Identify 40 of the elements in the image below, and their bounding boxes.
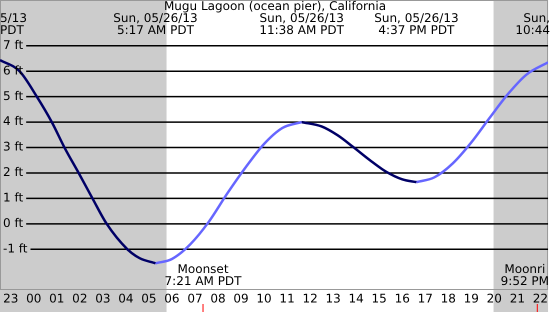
x-tick-label: 09 [233, 291, 249, 306]
x-tick-label: 12 [302, 291, 318, 306]
x-tick-label: 03 [95, 291, 110, 306]
chart-title: Mugu Lagoon (ocean pier), California [164, 0, 386, 14]
x-tick-label: 17 [418, 291, 433, 306]
x-tick-label: 14 [348, 291, 364, 306]
x-tick-label: 21 [510, 291, 525, 306]
x-tick-label: 07 [187, 291, 203, 306]
x-tick-label: 06 [164, 291, 180, 306]
annotation: Sun, 05/26/13 4:37 PM PDT [374, 11, 459, 38]
x-tick-label: 02 [72, 291, 88, 306]
ref-line-label: Moonri 9:52 PM [500, 262, 550, 288]
annotation: Sun, 05/26/13 11:38 AM PDT [259, 11, 345, 38]
y-tick-label: 0 ft [3, 216, 24, 230]
y-tick-label: 2 ft [3, 165, 24, 180]
x-tick-label: 01 [49, 291, 64, 306]
y-tick-label: -1 ft [3, 241, 28, 256]
x-tick-label: 13 [325, 291, 341, 306]
x-tick-label: 05 [141, 291, 157, 306]
x-tick-label: 22 [532, 291, 548, 306]
annotation: 5/13 PDT [0, 11, 27, 38]
y-tick-label: 1 ft [3, 190, 24, 205]
x-tick-label: 20 [486, 291, 502, 306]
y-tick-label: 4 ft [3, 114, 24, 128]
annotation: Sun, 05/26/13 5:17 AM PDT [113, 11, 198, 38]
x-tick-label: 08 [210, 291, 226, 306]
x-tick-label: 00 [26, 291, 42, 306]
y-tick-label: 5 ft [3, 88, 24, 103]
x-tick-label: 15 [372, 291, 387, 306]
y-tick-label: 7 ft [3, 38, 24, 52]
x-tick-label: 18 [440, 291, 456, 306]
x-tick-label: 16 [394, 291, 410, 306]
ref-line-label: Moonset 7:21 AM PDT [164, 262, 242, 288]
x-tick-label: 23 [3, 291, 18, 306]
x-tick-label: 19 [464, 291, 479, 306]
x-tick-label: 10 [256, 291, 272, 306]
annotation: Sun, 10:44 [515, 11, 550, 38]
x-tick-label: 04 [118, 291, 134, 306]
y-tick-label: 3 ft [3, 140, 24, 154]
x-tick-label: 11 [279, 291, 295, 306]
